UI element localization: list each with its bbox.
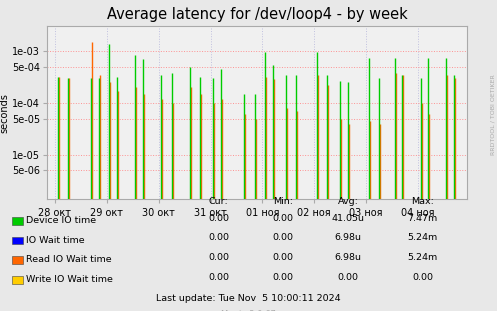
Text: 0.00: 0.00 bbox=[273, 214, 294, 223]
Text: 6.98u: 6.98u bbox=[334, 233, 361, 242]
Text: 0.00: 0.00 bbox=[412, 272, 433, 281]
Text: Cur:: Cur: bbox=[209, 197, 229, 206]
Text: Munin 2.0.67: Munin 2.0.67 bbox=[221, 310, 276, 311]
Text: Write IO Wait time: Write IO Wait time bbox=[26, 275, 113, 284]
Text: 0.00: 0.00 bbox=[273, 253, 294, 262]
Text: 0.00: 0.00 bbox=[208, 214, 229, 223]
Title: Average latency for /dev/loop4 - by week: Average latency for /dev/loop4 - by week bbox=[107, 7, 408, 22]
Text: 0.00: 0.00 bbox=[208, 253, 229, 262]
Text: 0.00: 0.00 bbox=[273, 233, 294, 242]
Text: Device IO time: Device IO time bbox=[26, 216, 96, 225]
Text: 0.00: 0.00 bbox=[208, 233, 229, 242]
Text: Min:: Min: bbox=[273, 197, 293, 206]
Text: 41.05u: 41.05u bbox=[331, 214, 364, 223]
Text: 7.47m: 7.47m bbox=[408, 214, 437, 223]
Text: Last update: Tue Nov  5 10:00:11 2024: Last update: Tue Nov 5 10:00:11 2024 bbox=[156, 294, 341, 303]
Text: 0.00: 0.00 bbox=[337, 272, 358, 281]
Text: 0.00: 0.00 bbox=[273, 272, 294, 281]
Text: 0.00: 0.00 bbox=[208, 272, 229, 281]
Text: IO Wait time: IO Wait time bbox=[26, 236, 84, 245]
Text: Max:: Max: bbox=[411, 197, 434, 206]
Text: RRDTOOL / TOBI OETIKER: RRDTOOL / TOBI OETIKER bbox=[491, 75, 496, 156]
Y-axis label: seconds: seconds bbox=[0, 93, 9, 133]
Text: 6.98u: 6.98u bbox=[334, 253, 361, 262]
Text: Read IO Wait time: Read IO Wait time bbox=[26, 256, 111, 264]
Text: 5.24m: 5.24m bbox=[408, 233, 437, 242]
Text: Avg:: Avg: bbox=[337, 197, 358, 206]
Text: 5.24m: 5.24m bbox=[408, 253, 437, 262]
